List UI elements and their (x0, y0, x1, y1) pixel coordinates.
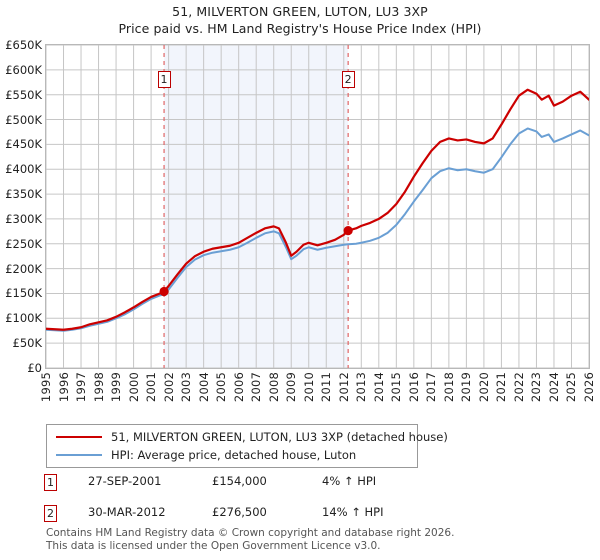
transaction-price-1: £154,000 (212, 474, 267, 488)
footer: Contains HM Land Registry data © Crown c… (46, 527, 586, 552)
y-axis-tick-label: £0 (27, 361, 42, 375)
page-subtitle: Price paid vs. HM Land Registry's House … (118, 21, 482, 36)
x-axis-tick-label: 2025 (564, 372, 579, 403)
x-axis-tick-label: 2009 (284, 372, 299, 403)
x-axis-tick-label: 2019 (459, 372, 474, 403)
legend-swatch-price-paid (56, 436, 102, 438)
y-axis-tick-label: £200K (5, 261, 42, 276)
x-axis-tick-label: 2022 (511, 372, 526, 403)
x-axis-tick-label: 2012 (336, 372, 351, 403)
y-axis-tick-label: £650K (5, 38, 42, 52)
transaction-hpi-delta-1: 4% ↑ HPI (322, 474, 377, 488)
plot-marker-badge-2: 2 (341, 71, 355, 88)
x-axis-tick-label: 2015 (389, 372, 404, 403)
legend-swatch-hpi (56, 454, 102, 456)
y-axis-tick-label: £550K (5, 87, 42, 102)
chart-legend: 51, MILVERTON GREEN, LUTON, LU3 3XP (det… (46, 424, 448, 468)
x-axis-tick-label: 2004 (196, 372, 211, 403)
y-axis-tick-label: £450K (5, 137, 42, 152)
page-title: 51, MILVERTON GREEN, LUTON, LU3 3XP (172, 4, 428, 19)
chart-svg (46, 45, 589, 368)
x-axis-tick-label: 2000 (126, 372, 141, 403)
x-axis-tick-label: 1999 (109, 372, 124, 403)
x-axis-tick-label: 2020 (476, 372, 491, 403)
transaction-row-1[interactable]: 1 27-SEP-2001 £154,000 4% ↑ HPI (44, 474, 464, 496)
legend-item-price-paid: 51, MILVERTON GREEN, LUTON, LU3 3XP (det… (56, 429, 448, 445)
x-axis-tick-label: 2024 (546, 372, 561, 403)
legend-label-hpi: HPI: Average price, detached house, Luto… (111, 448, 357, 462)
legend-item-hpi: HPI: Average price, detached house, Luto… (56, 447, 356, 463)
x-axis-tick-label: 2016 (406, 372, 421, 403)
x-axis-tick-label: 2002 (161, 372, 176, 403)
transaction-date-2: 30-MAR-2012 (88, 505, 166, 519)
x-axis-tick-label: 1998 (91, 372, 106, 403)
y-axis-tick-label: £600K (5, 62, 42, 77)
y-axis: £0 £50K £100K £150K £200K £250K £300K £350K £400… (0, 38, 43, 375)
x-axis-tick-label: 1996 (56, 372, 71, 403)
y-axis-tick-label: £500K (5, 112, 42, 127)
x-axis-tick-label: 2021 (494, 372, 509, 403)
x-axis-tick-label: 2008 (266, 372, 281, 403)
transaction-badge-2: 2 (44, 505, 57, 522)
transaction-badge-1: 1 (44, 474, 57, 491)
x-axis: 1995 1996 1997 1998 1999 2000 2001 2002 2003 2004… (39, 372, 596, 420)
transaction-date-1: 27-SEP-2001 (88, 474, 162, 488)
x-axis-tick-label: 2017 (424, 372, 439, 403)
x-axis-tick-label: 2006 (231, 372, 246, 403)
plot-marker-badge-1: 1 (157, 71, 171, 88)
y-axis-tick-label: £250K (5, 236, 42, 251)
footer-line-2: This data is licensed under the Open Gov… (46, 539, 381, 552)
y-axis-tick-label: £300K (5, 211, 42, 226)
y-axis-tick-label: £50K (12, 336, 43, 351)
x-axis-tick-label: 2023 (529, 372, 544, 403)
x-axis-tick-label: 2013 (354, 372, 369, 403)
y-axis-tick-label: £350K (5, 187, 42, 202)
transaction-hpi-delta-2: 14% ↑ HPI (322, 505, 384, 519)
x-axis-tick-label: 2005 (214, 372, 229, 403)
transaction-price-2: £276,500 (212, 505, 267, 519)
x-axis-tick-label: 2007 (249, 372, 264, 403)
y-axis-tick-label: £400K (5, 162, 42, 177)
x-axis-tick-label: 1995 (39, 372, 53, 403)
x-axis-tick-label: 2014 (371, 372, 386, 403)
y-axis-tick-label: £150K (5, 286, 42, 301)
x-axis-tick-label: 2026 (582, 372, 596, 403)
x-axis-tick-label: 2018 (441, 372, 456, 403)
y-axis-tick-label: £100K (5, 311, 42, 326)
transaction-row-2[interactable]: 2 30-MAR-2012 £276,500 14% ↑ HPI (44, 505, 464, 527)
x-axis-tick-label: 2010 (301, 372, 316, 403)
legend-label-price-paid: 51, MILVERTON GREEN, LUTON, LU3 3XP (det… (111, 430, 448, 444)
x-axis-tick-label: 2011 (319, 372, 334, 403)
x-axis-tick-label: 1997 (74, 372, 89, 403)
footer-line-1: Contains HM Land Registry data © Crown c… (46, 527, 455, 539)
x-axis-tick-label: 2003 (179, 372, 194, 403)
x-axis-tick-label: 2001 (144, 372, 159, 403)
